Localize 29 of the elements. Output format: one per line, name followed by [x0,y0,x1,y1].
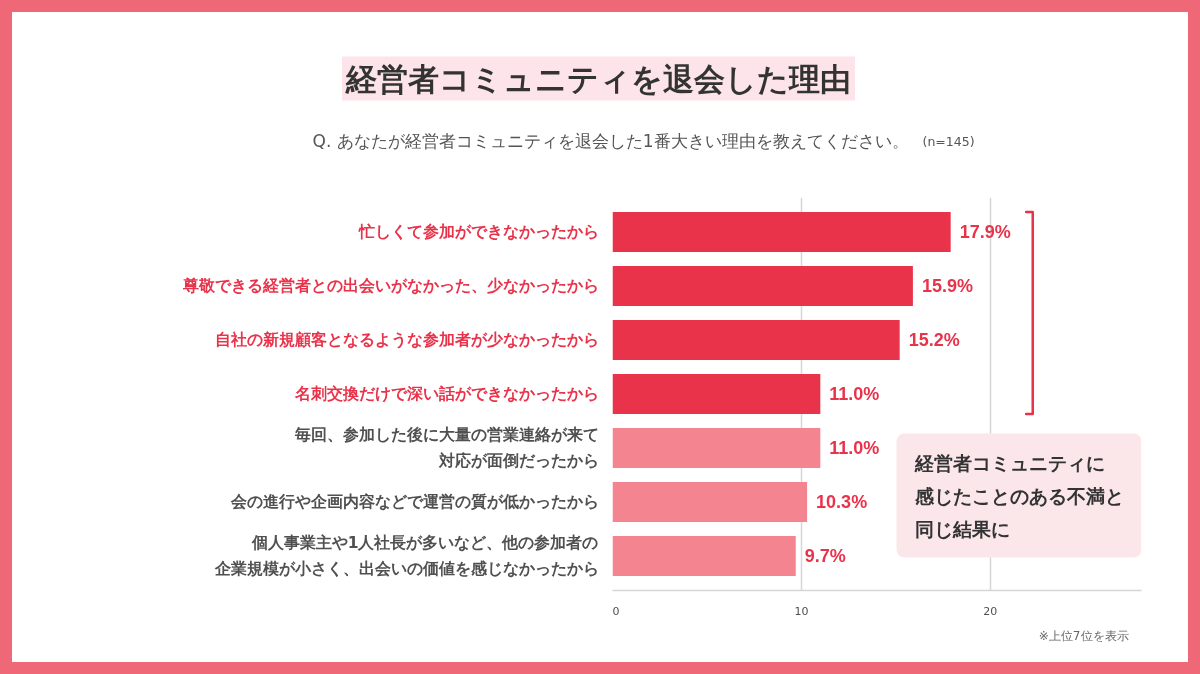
bar [612,212,951,253]
text: (n=145) [922,134,975,149]
y-tick-label: 会の進行や企画内容などで運営の質が低かったから [229,491,599,511]
y-tick-label: 毎回、参加した後に大量の営業連絡が来て対応が面倒だったから [293,425,599,471]
data-label: 15.9% [921,276,973,297]
bar [612,374,821,414]
bar [612,428,821,468]
annotation: 経営者コミュニティに感じたことのある不満と同じ結果に [913,451,1124,540]
bar [612,266,913,307]
data-label: 11.0% [829,437,880,458]
y-tick-label: 個人事業主や1人社長が多いなど、他の参加者の企業規模が小さく、出会いの価値を感じなかったから [213,532,599,578]
y-tick-label: 名刺交換だけで深い話ができなかったから [293,384,599,403]
data-label: 15.2% [908,330,960,351]
y-tick-label: 自社の新規顧客となるような参加者が少なかったから [214,330,599,350]
chart-title: 経営者コミュニティを退会した理由 [345,60,851,97]
y-tick-label: 尊敬できる経営者との出会いがなかった、少なかったから [181,277,599,296]
bar [612,320,900,360]
text: ※上位7位を表示 [1038,628,1129,643]
data-label: 9.7% [804,545,846,566]
bar [612,481,808,522]
bar [612,535,796,576]
data-label: 17.9% [959,222,1011,243]
x-tick-label: 10 [794,604,809,618]
x-tick-label: 20 [983,604,998,618]
data-label: 10.3% [816,491,868,512]
chart-subtitle: Q. あなたが経営者コミュニティを退会した1番大きい理由を教えてください。 [312,130,909,151]
data-label: 11.0% [829,384,880,404]
y-tick-label: 忙しくて参加ができなかったから [357,223,599,242]
x-tick-label: 0 [612,604,620,618]
